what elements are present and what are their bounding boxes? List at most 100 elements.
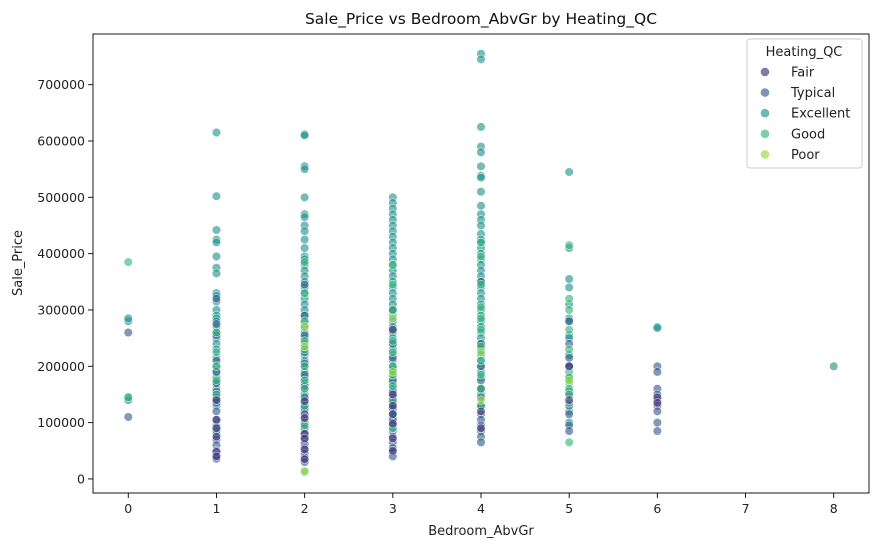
data-point-good: [211, 347, 222, 357]
data-point-good: [300, 288, 310, 298]
data-point-excellent: [300, 192, 310, 202]
data-point-fair: [388, 433, 398, 443]
data-point-excellent: [476, 187, 486, 197]
y-tick-label: 0: [77, 471, 85, 486]
data-point-good: [388, 336, 398, 346]
x-tick-label: 4: [477, 501, 485, 516]
y-tick-label: 300000: [37, 302, 85, 317]
data-point-excellent: [211, 268, 222, 278]
data-point-typical: [211, 406, 222, 416]
data-point-good: [123, 257, 133, 267]
data-point-good: [564, 325, 574, 335]
legend-box: [746, 38, 863, 169]
data-point-good: [564, 305, 574, 315]
legend-marker-poor: [760, 150, 770, 159]
data-point-good: [211, 327, 222, 338]
y-tick-label: 100000: [37, 415, 85, 430]
data-point-excellent: [476, 201, 486, 211]
data-point-fair: [388, 389, 398, 400]
data-point-fair: [388, 401, 398, 411]
data-point-poor: [388, 367, 398, 377]
data-point-excellent: [300, 243, 310, 253]
data-point-excellent: [564, 282, 574, 293]
data-point-good: [388, 347, 398, 357]
data-point-excellent: [211, 127, 222, 138]
x-axis: 0 1 2 3 4 5 6 7 8: [124, 493, 838, 516]
data-point-good: [476, 384, 486, 394]
data-point-poor: [476, 347, 486, 357]
y-tick-label: 600000: [37, 134, 85, 149]
data-point-typical: [211, 319, 222, 329]
data-point-excellent: [211, 237, 222, 247]
data-point-poor: [300, 466, 310, 476]
legend-label-typical: Typical: [790, 86, 835, 101]
x-tick-label: 5: [565, 501, 573, 516]
data-point-poor: [388, 313, 398, 324]
data-point-good: [476, 325, 486, 335]
y-tick-label: 400000: [37, 246, 85, 261]
plot-area: [123, 49, 839, 477]
data-point-typical: [564, 316, 574, 326]
data-point-poor: [300, 322, 310, 332]
data-point-excellent: [829, 361, 839, 371]
data-point-poor: [564, 375, 574, 385]
data-point-fair: [388, 409, 398, 419]
data-point-good: [476, 356, 486, 366]
data-point-excellent: [476, 173, 486, 183]
data-point-good: [476, 280, 486, 290]
data-point-excellent: [300, 164, 310, 174]
data-point-fair: [476, 423, 486, 433]
x-tick-label: 8: [830, 501, 838, 516]
data-point-good: [476, 370, 486, 380]
legend-marker-fair: [760, 67, 770, 77]
data-point-fair: [300, 413, 310, 423]
data-point-good: [476, 302, 486, 312]
data-point-excellent: [300, 130, 310, 140]
data-point-good: [476, 237, 486, 247]
data-point-excellent: [211, 191, 222, 201]
data-point-good: [564, 240, 574, 250]
legend-marker-excellent: [760, 108, 770, 118]
legend-marker-typical: [760, 88, 770, 97]
data-point-fair: [476, 406, 486, 416]
data-point-good: [123, 392, 133, 402]
data-point-fair: [211, 395, 222, 405]
data-point-poor: [476, 395, 486, 405]
legend-label-poor: Poor: [791, 148, 820, 163]
legend-marker-good: [760, 129, 770, 139]
data-point-fair: [211, 451, 222, 461]
data-point-good: [564, 344, 574, 354]
x-tick-label: 1: [212, 501, 220, 516]
data-point-excellent: [300, 226, 310, 236]
data-point-typical: [211, 294, 222, 304]
data-point-good: [388, 381, 398, 391]
data-point-fair: [300, 396, 310, 406]
data-point-excellent: [123, 313, 133, 324]
data-point-excellent: [476, 54, 486, 64]
x-tick-label: 3: [389, 501, 397, 516]
data-point-good: [476, 313, 486, 324]
data-point-typical: [652, 367, 662, 377]
data-point-excellent: [211, 225, 222, 235]
data-point-typical: [652, 406, 662, 416]
data-point-fair: [211, 423, 222, 433]
data-point-fair: [211, 415, 222, 425]
data-point-excellent: [564, 167, 574, 177]
data-point-poor: [300, 341, 310, 352]
data-point-fair: [300, 433, 310, 443]
legend: Heating_QC Fair Typical Excellent Good Poor: [746, 38, 863, 169]
data-point-typical: [652, 418, 662, 428]
data-point-excellent: [476, 161, 486, 171]
y-axis-label: Sale_Price: [11, 230, 26, 296]
data-point-typical: [300, 280, 310, 290]
x-tick-label: 2: [301, 501, 309, 516]
data-point-typical: [123, 327, 133, 338]
data-point-good: [300, 375, 310, 385]
data-point-good: [211, 375, 222, 385]
y-tick-label: 700000: [37, 77, 85, 92]
data-point-typical: [564, 353, 574, 363]
data-point-excellent: [652, 323, 662, 333]
data-point-excellent: [300, 212, 310, 222]
data-point-excellent: [476, 220, 486, 231]
data-point-good: [388, 280, 398, 290]
